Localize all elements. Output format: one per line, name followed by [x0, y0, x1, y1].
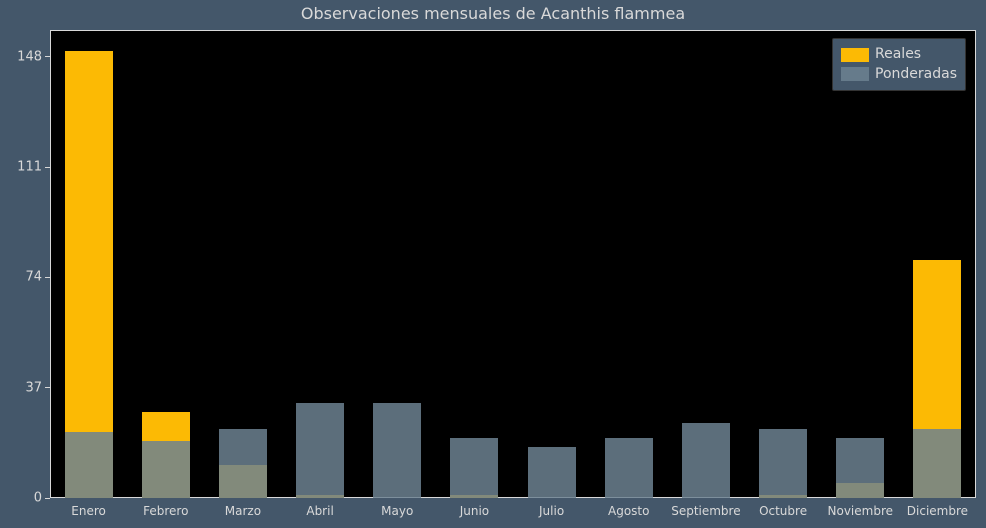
- ytick-label: 111: [17, 160, 42, 175]
- legend-patch: [841, 48, 869, 62]
- bar-ponderadas: [759, 429, 807, 498]
- bar-ponderadas: [682, 423, 730, 498]
- xtick-label: Agosto: [608, 504, 649, 518]
- bar-ponderadas: [65, 432, 113, 498]
- xtick-label: Marzo: [225, 504, 261, 518]
- bar-ponderadas: [528, 447, 576, 498]
- bar-ponderadas: [605, 438, 653, 498]
- xtick-label: Diciembre: [907, 504, 968, 518]
- ytick-mark: [45, 277, 50, 278]
- bar-ponderadas: [836, 438, 884, 498]
- ytick-label: 148: [17, 49, 42, 64]
- xtick-label: Abril: [306, 504, 333, 518]
- ytick-label: 37: [25, 380, 42, 395]
- bar-ponderadas: [142, 441, 190, 498]
- plot-area: RealesPonderadas 03774111148EneroFebrero…: [50, 30, 976, 498]
- bar-ponderadas: [450, 438, 498, 498]
- xtick-label: Octubre: [759, 504, 807, 518]
- legend-item: Ponderadas: [841, 65, 957, 85]
- spine-top: [50, 30, 976, 31]
- bar-ponderadas: [296, 403, 344, 498]
- xtick-label: Febrero: [143, 504, 188, 518]
- bar-reales: [65, 51, 113, 498]
- legend: RealesPonderadas: [832, 38, 966, 91]
- xtick-label: Noviembre: [828, 504, 894, 518]
- legend-item: Reales: [841, 45, 957, 65]
- spine-left: [50, 30, 51, 498]
- legend-label: Ponderadas: [875, 65, 957, 85]
- ytick-label: 0: [34, 491, 42, 506]
- legend-patch: [841, 67, 869, 81]
- xtick-label: Septiembre: [671, 504, 740, 518]
- ytick-mark: [45, 387, 50, 388]
- ytick-mark: [45, 498, 50, 499]
- chart-title: Observaciones mensuales de Acanthis flam…: [0, 4, 986, 23]
- ytick-mark: [45, 56, 50, 57]
- figure: Observaciones mensuales de Acanthis flam…: [0, 0, 986, 528]
- bar-ponderadas: [913, 429, 961, 498]
- xtick-label: Junio: [460, 504, 489, 518]
- ytick-mark: [45, 167, 50, 168]
- xtick-label: Mayo: [381, 504, 413, 518]
- legend-label: Reales: [875, 45, 921, 65]
- bar-ponderadas: [373, 403, 421, 498]
- ytick-label: 74: [25, 270, 42, 285]
- bar-ponderadas: [219, 429, 267, 498]
- spine-right: [975, 30, 976, 498]
- xtick-label: Enero: [71, 504, 106, 518]
- xtick-label: Julio: [539, 504, 564, 518]
